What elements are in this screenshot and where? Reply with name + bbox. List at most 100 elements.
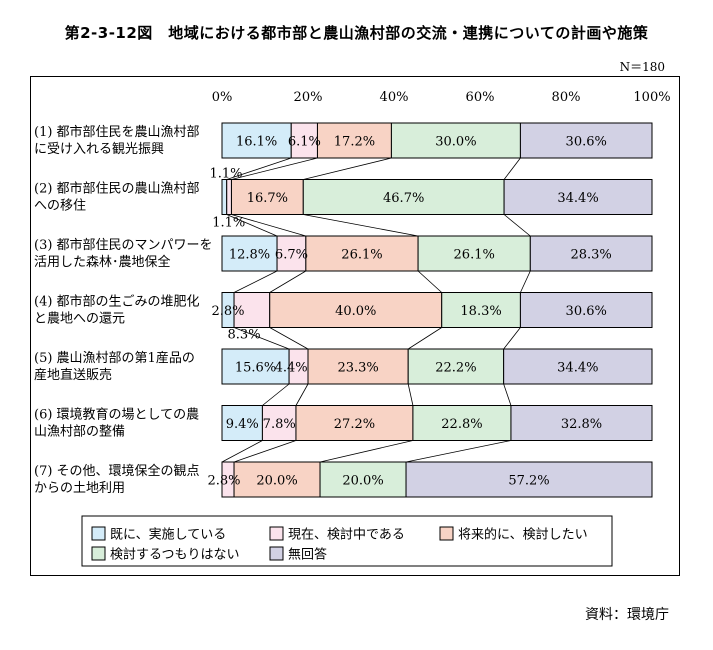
category-label: 産地直送販売 xyxy=(34,367,112,383)
bar-segment xyxy=(221,179,228,215)
data-label: 1.1% xyxy=(212,216,245,231)
connector-line xyxy=(231,214,306,237)
data-label: 20.0% xyxy=(256,474,297,489)
category-label: (4) 都市部の生ごみの堆肥化 xyxy=(34,294,200,310)
legend-label: 現在、検討中である xyxy=(288,527,405,543)
data-label: 26.1% xyxy=(454,248,495,263)
bar-segment xyxy=(261,405,297,441)
data-label: 23.3% xyxy=(337,361,378,376)
category-label: (7) その他、環境保全の観点 xyxy=(34,463,200,479)
bar-segment xyxy=(221,405,263,441)
bar-segment xyxy=(221,348,290,385)
bar-segment xyxy=(226,179,232,215)
category-label: 山漁村部の整備 xyxy=(34,424,125,440)
category-label: に受け入れる観光振興 xyxy=(34,142,164,157)
category-label: (3) 都市部住民のマンパワーを xyxy=(34,237,213,253)
connector-line xyxy=(295,383,309,406)
x-tick-label: 20% xyxy=(294,90,323,105)
connector-line xyxy=(262,383,290,406)
data-label: 7.8% xyxy=(263,417,296,432)
connector-line xyxy=(319,440,414,463)
bar-segment xyxy=(307,348,409,385)
legend-swatch xyxy=(269,546,284,561)
bar-segment xyxy=(390,122,521,159)
connector-line xyxy=(407,383,414,406)
bar-segment xyxy=(407,348,505,385)
connector-line xyxy=(303,214,419,237)
data-label: 57.2% xyxy=(508,474,549,489)
data-label: 30.0% xyxy=(435,135,476,150)
connector-line xyxy=(303,157,392,180)
legend-swatch xyxy=(439,526,454,541)
bar-segment xyxy=(233,461,321,498)
data-label: 34.4% xyxy=(557,191,598,206)
bar-segment xyxy=(529,235,653,272)
data-label: 32.8% xyxy=(561,417,602,432)
bar-segment xyxy=(441,292,521,328)
data-label: 2.8% xyxy=(211,304,244,319)
connector-line xyxy=(231,157,318,180)
legend-label: 無回答 xyxy=(288,547,327,563)
category-label: への移住 xyxy=(34,199,86,214)
connector-line xyxy=(233,440,297,463)
category-label: と農地への還元 xyxy=(34,312,125,327)
connector-line xyxy=(233,270,278,293)
legend-swatch xyxy=(91,546,106,561)
bar-segment xyxy=(519,292,653,328)
bar-segment xyxy=(405,461,653,498)
bar-segment xyxy=(319,461,407,498)
category-label: (5) 農山漁村部の第1産品の xyxy=(34,350,195,366)
connector-line xyxy=(417,270,442,293)
data-label: 16.1% xyxy=(236,135,277,150)
category-label: (1) 都市部住民を農山漁村部 xyxy=(34,124,200,140)
connector-line xyxy=(221,440,263,463)
bar-segment xyxy=(221,122,292,159)
data-label: 15.6% xyxy=(235,361,276,376)
connector-line xyxy=(226,214,278,237)
data-label: 30.6% xyxy=(566,304,607,319)
connector-line xyxy=(503,383,512,406)
bar-segment xyxy=(510,405,653,441)
connector-line xyxy=(503,327,521,350)
data-label: 40.0% xyxy=(335,304,376,319)
bar-segment xyxy=(221,235,278,272)
data-label: 46.7% xyxy=(383,191,424,206)
data-label: 26.1% xyxy=(341,248,382,263)
sample-size-label: N＝180 xyxy=(619,60,665,74)
data-label: 16.7% xyxy=(247,191,288,206)
x-tick-label: 40% xyxy=(380,90,409,105)
connector-line xyxy=(226,157,292,180)
data-label: 6.1% xyxy=(288,135,321,150)
data-label: 28.3% xyxy=(570,248,611,263)
data-label: 34.4% xyxy=(557,361,598,376)
data-label: 20.0% xyxy=(342,474,383,489)
bar-segment xyxy=(295,405,414,441)
data-label: 8.3% xyxy=(228,328,261,343)
legend-label: 既に、実施している xyxy=(110,527,226,543)
connector-line xyxy=(269,270,307,293)
bar-segment xyxy=(417,235,531,272)
data-label: 30.6% xyxy=(566,135,607,150)
x-tick-label: 60% xyxy=(466,90,495,105)
data-label: 12.8% xyxy=(229,248,270,263)
connector-line xyxy=(233,327,290,350)
bar-segment xyxy=(503,348,653,385)
chart-title: 第2-3-12図 地域における都市部と農山漁村部の交流・連携についての計画や施策 xyxy=(64,24,649,42)
data-label: 9.4% xyxy=(226,417,259,432)
legend-box xyxy=(81,515,613,567)
category-label: 活用した森林･農地保全 xyxy=(34,254,171,270)
bar-segment xyxy=(302,179,505,215)
x-tick-label: 100% xyxy=(633,90,670,105)
legend-label: 検討するつもりはない xyxy=(110,547,239,563)
data-label: 18.3% xyxy=(460,304,501,319)
connector-line xyxy=(503,214,531,237)
data-label: 27.2% xyxy=(334,417,375,432)
source-note: 資料：環境庁 xyxy=(585,607,669,623)
bar-segment xyxy=(305,235,419,272)
category-label: からの土地利用 xyxy=(34,481,125,496)
data-label: 2.8% xyxy=(207,474,240,489)
bar-segment xyxy=(503,179,653,215)
chart-frame xyxy=(30,76,680,576)
connector-line xyxy=(503,157,521,180)
